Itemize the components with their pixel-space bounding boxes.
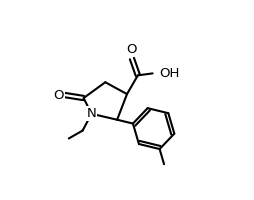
- Text: O: O: [53, 89, 64, 102]
- Text: OH: OH: [160, 67, 180, 80]
- Text: N: N: [87, 107, 96, 120]
- Text: O: O: [127, 43, 137, 56]
